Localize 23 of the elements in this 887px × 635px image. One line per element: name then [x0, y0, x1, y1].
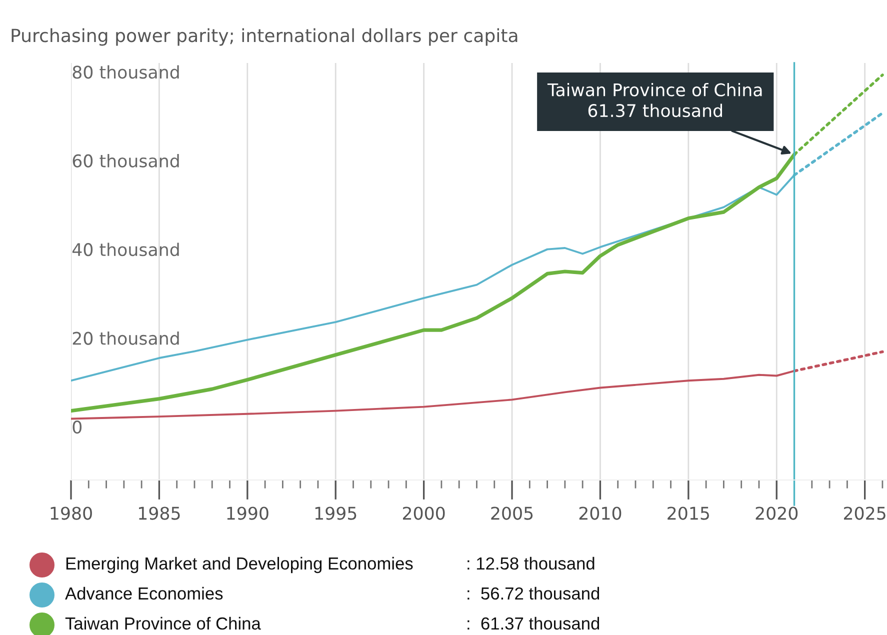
y-tick-label: 20 thousand — [72, 331, 179, 345]
x-tick-label: 2005 — [491, 506, 533, 520]
text: : 56.72 thousand — [468, 586, 600, 600]
x-tick-label: 1995 — [315, 506, 356, 520]
annotation: Taiwan Province of China 61.37 thousand — [547, 82, 762, 118]
x-tick-label: 1990 — [227, 506, 268, 520]
x-tick-label: 1980 — [50, 506, 92, 520]
x-tick-label: 2020 — [756, 506, 798, 520]
text: : 61.37 thousand — [468, 616, 600, 630]
x-tick-label: 2000 — [402, 506, 445, 520]
legend-label: Emerging Market and Developing Economies — [66, 556, 413, 574]
y-tick-label: 0 — [72, 420, 82, 434]
y-tick-label: 60 thousand — [72, 154, 179, 168]
x-tick-label: 1985 — [139, 506, 180, 520]
legend-label: Advance Economies — [65, 586, 223, 600]
y-tick-label: 40 thousand — [72, 242, 179, 256]
x-tick-label: 2010 — [579, 506, 622, 520]
text: : 12.58 thousand — [468, 556, 594, 570]
y-tick-label: 80 thousand — [72, 65, 179, 79]
x-tick-label: 2025 — [844, 506, 886, 520]
x-tick-label: 2015 — [668, 506, 709, 520]
chart-title: Purchasing power parity; international dollars per capita — [12, 28, 518, 46]
legend-label: Taiwan Province of China — [65, 616, 261, 630]
